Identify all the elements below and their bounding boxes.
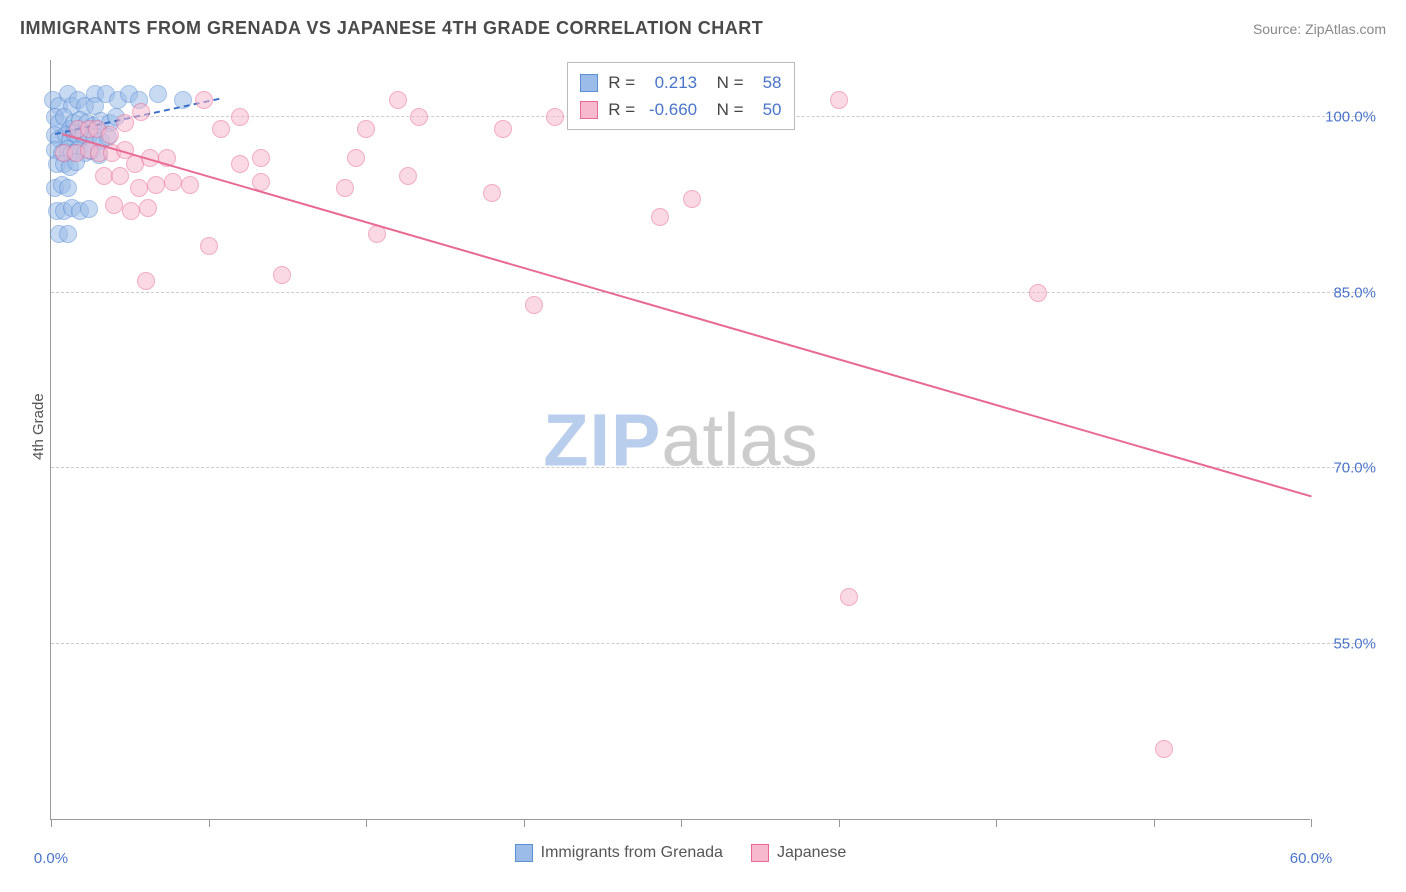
x-tick [996,819,997,827]
legend-swatch-icon [515,844,533,862]
data-point [683,190,701,208]
data-point [200,237,218,255]
gridline [51,467,1360,468]
legend-item: Japanese [751,844,846,862]
legend-swatch-icon [580,74,598,92]
scatter-plot-area: ZIPatlas Immigrants from GrenadaJapanese… [50,60,1310,820]
data-point [252,149,270,167]
data-point [231,155,249,173]
data-point [389,91,407,109]
x-tick [1311,819,1312,827]
data-point [105,196,123,214]
x-tick [839,819,840,827]
legend-swatch-icon [580,101,598,119]
data-point [212,120,230,138]
data-point [59,225,77,243]
data-point [494,120,512,138]
data-point [130,179,148,197]
data-point [357,120,375,138]
legend-row: R =0.213 N =58 [580,69,781,96]
data-point [347,149,365,167]
gridline [51,292,1360,293]
x-tick [1154,819,1155,827]
n-value: 50 [754,96,782,123]
y-axis-label: 4th Grade [30,393,47,460]
legend-label: Japanese [777,844,846,862]
trend-line [61,133,1311,497]
y-tick-label: 100.0% [1320,109,1376,126]
data-point [147,176,165,194]
x-tick-label: 60.0% [1290,850,1333,867]
correlation-legend: R =0.213 N =58R =-0.660 N =50 [567,62,794,130]
gridline [51,643,1360,644]
x-tick [524,819,525,827]
watermark: ZIPatlas [543,397,817,482]
n-value: 58 [754,69,782,96]
data-point [1029,284,1047,302]
r-value: 0.213 [645,69,697,96]
legend-item: Immigrants from Grenada [515,844,723,862]
y-tick-label: 70.0% [1320,460,1376,477]
data-point [95,167,113,185]
data-point [1155,740,1173,758]
legend-swatch-icon [751,844,769,862]
x-tick-label: 0.0% [34,850,68,867]
data-point [546,108,564,126]
data-point [651,208,669,226]
data-point [273,266,291,284]
data-point [137,272,155,290]
data-point [336,179,354,197]
data-point [116,114,134,132]
legend-row: R =-0.660 N =50 [580,96,781,123]
data-point [139,199,157,217]
data-point [410,108,428,126]
data-point [164,173,182,191]
data-point [525,296,543,314]
chart-header: IMMIGRANTS FROM GRENADA VS JAPANESE 4TH … [20,18,1386,39]
data-point [132,103,150,121]
data-point [181,176,199,194]
data-point [59,179,77,197]
data-point [195,91,213,109]
data-point [149,85,167,103]
source-label: Source: ZipAtlas.com [1253,21,1386,37]
data-point [231,108,249,126]
legend-bottom: Immigrants from Grenada Japanese [51,844,1310,867]
data-point [830,91,848,109]
x-tick [209,819,210,827]
data-point [483,184,501,202]
chart-title: IMMIGRANTS FROM GRENADA VS JAPANESE 4TH … [20,18,763,39]
r-value: -0.660 [645,96,697,123]
x-tick [366,819,367,827]
data-point [122,202,140,220]
data-point [80,200,98,218]
data-point [399,167,417,185]
y-tick-label: 85.0% [1320,284,1376,301]
y-tick-label: 55.0% [1320,635,1376,652]
data-point [840,588,858,606]
legend-label: Immigrants from Grenada [541,844,723,862]
x-tick [51,819,52,827]
x-tick [681,819,682,827]
data-point [101,126,119,144]
data-point [111,167,129,185]
